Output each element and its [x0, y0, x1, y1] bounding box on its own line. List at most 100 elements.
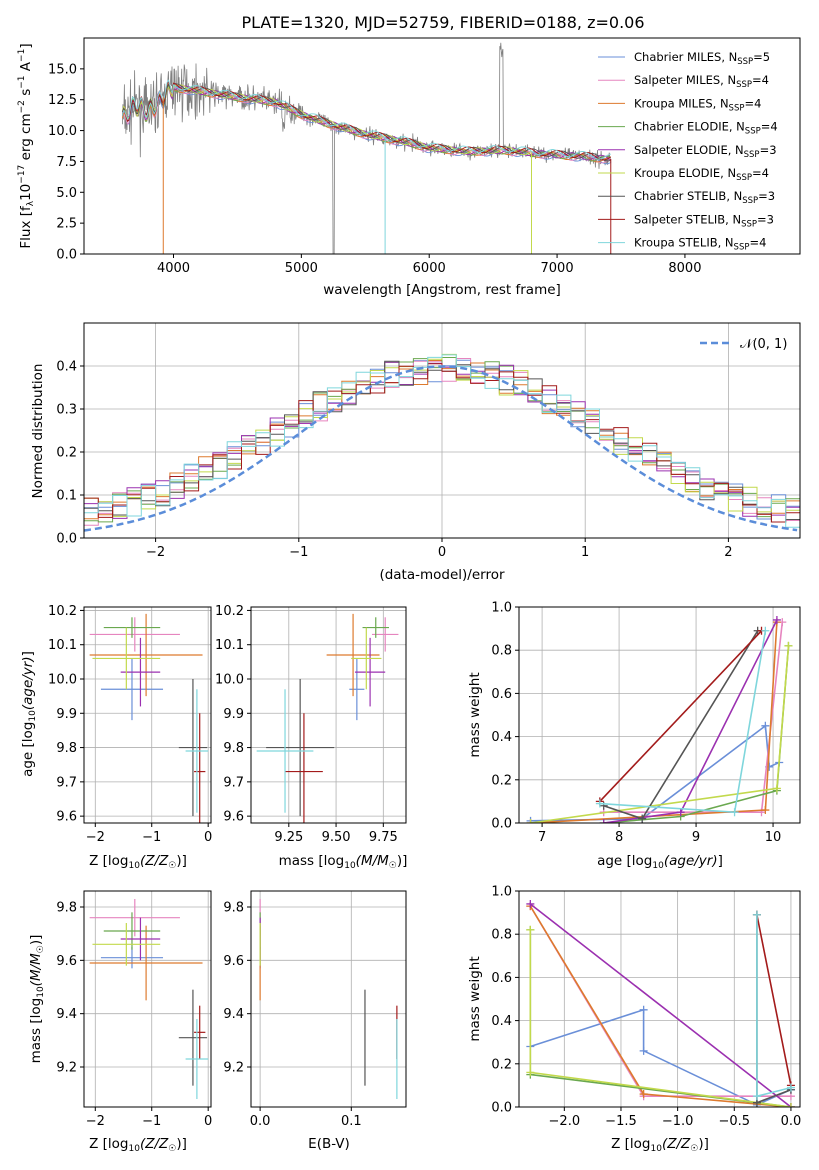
mass-age-ytick-label: 10.2: [215, 604, 244, 619]
sfh-age-ytick-label: 0.2: [491, 773, 512, 788]
sfh-z-marker: [639, 1005, 648, 1014]
sfh-age-marker: [761, 721, 770, 730]
spectrum-ylabel: Flux [fλ10−17 erg cm−2 s−1 A−1]: [17, 43, 36, 248]
legend-sub: SSP: [729, 103, 745, 113]
residual-hist-kroupa-stelib: [84, 354, 800, 528]
residual-ytick-label: 0.3: [56, 403, 77, 418]
legend-suffix: =4: [752, 166, 769, 180]
sfh-age-frame: [518, 606, 801, 824]
sfh-age-ytick-label: 0.4: [491, 730, 512, 745]
mass-age-ytick-label: 9.8: [223, 741, 244, 756]
spectrum-ytick-label: 0.0: [56, 248, 77, 263]
z-age-ytick-label: 9.9: [56, 707, 77, 722]
sfh-z-xtick-label: 0.0: [781, 1114, 802, 1129]
residual-ytick-label: 0.4: [56, 360, 77, 375]
legend-suffix: =4: [761, 120, 778, 134]
z-age-ylabel: age [log10(age/yr)]: [20, 651, 38, 777]
spectrum-ytick-label: 2.5: [56, 217, 77, 232]
z-age-ytick-label: 9.8: [56, 741, 77, 756]
spectrum-xlabel: wavelength [Angstrom, rest frame]: [323, 282, 561, 298]
legend-entry: Salpeter MILES, NSSP=4: [634, 73, 769, 90]
sfh-age-xtick-label: 8: [615, 830, 623, 845]
residual-xtick-label: 1: [581, 545, 589, 560]
mass-age-errorbars: [256, 613, 399, 823]
z-mass-xtick-label: −2: [86, 1114, 105, 1129]
legend-text: Kroupa MILES, N: [634, 96, 729, 110]
legend-suffix: =4: [749, 236, 766, 250]
legend-entry: Chabrier STELIB, NSSP=3: [634, 189, 775, 206]
sfh-age-ytick-label: 1.0: [491, 601, 512, 616]
spectrum-frame: [83, 37, 801, 255]
sfh-age-xtick-label: 10: [765, 830, 782, 845]
mass-age-xtick-label: 9.75: [369, 830, 398, 845]
z-age-frame: [83, 606, 212, 824]
legend-text: Kroupa STELIB, N: [634, 236, 734, 250]
legend-text: Kroupa ELODIE, N: [634, 166, 736, 180]
legend-text: Chabrier STELIB, N: [634, 189, 742, 203]
mass-age-ytick-label: 10.0: [215, 673, 244, 688]
z-age-xlabel: Z [log10(Z/Z☉)]: [89, 853, 187, 871]
z-age-ytick-label: 10.1: [48, 638, 77, 653]
sfh-z-marker: [752, 910, 761, 919]
z-age-errorbars: [89, 613, 209, 823]
spectrum-xtick-label: 6000: [413, 261, 446, 276]
residual-ytick-label: 0.2: [56, 446, 77, 461]
spectrum-xtick-label: 4000: [157, 261, 190, 276]
sfh-z-marker: [526, 1068, 535, 1077]
model-spectrum-salpeter-stelib: [121, 80, 612, 161]
legend-suffix: =4: [752, 73, 769, 87]
residual-hist-chabrier-elodie: [84, 357, 800, 523]
legend-entry: Kroupa ELODIE, NSSP=4: [634, 166, 769, 183]
sfh-z-marker: [526, 899, 535, 908]
z-mass-xlabel: Z [log10(Z/Z☉)]: [89, 1136, 187, 1154]
ebv-mass-ytick-label: 9.8: [223, 901, 244, 916]
legend-suffix: =3: [757, 212, 774, 226]
residual-histograms: [84, 353, 800, 532]
spectrum-xtick-label: 7000: [541, 261, 574, 276]
sfh-z-marker: [526, 925, 535, 934]
z-mass-ytick-label: 9.8: [56, 901, 77, 916]
sfh-age-marker: [761, 806, 770, 815]
legend-sub: SSP: [742, 196, 758, 206]
mass-age-ytick-label: 9.7: [223, 775, 244, 790]
sfh-age-marker: [599, 819, 608, 823]
legend-entry: Chabrier MILES, NSSP=5: [634, 50, 770, 67]
legend-sub: SSP: [736, 80, 752, 90]
sfh-z-xtick-label: −1.5: [605, 1114, 637, 1129]
legend-text: Salpeter STELIB, N: [634, 212, 741, 226]
ebv-mass-errorbars: [259, 899, 398, 1099]
sfh-age-ytick-label: 0.8: [491, 644, 512, 659]
residual-frame: [83, 322, 801, 539]
residual-xtick-label: −1: [289, 545, 308, 560]
mass-age-xtick-label: 9.25: [274, 830, 303, 845]
spectrum-legend: Chabrier MILES, NSSP=5 Salpeter MILES, NS…: [598, 50, 778, 253]
legend-sub: SSP: [737, 57, 753, 67]
figure-title: PLATE=1320, MJD=52759, FIBERID=0188, z=0…: [241, 13, 644, 32]
sfh-z-ytick-label: 0.8: [491, 928, 512, 943]
sfh-z-marker: [786, 1083, 795, 1092]
z-mass-panel: −2 −1 0 9.2 9.4 9.6 9.8 Z [log10(Z/Z☉)] mass […: [28, 890, 212, 1154]
sfh-age-xtick-label: 9: [692, 830, 700, 845]
legend-sub: SSP: [736, 173, 752, 183]
sfh-z-marker: [639, 1090, 648, 1099]
sfh-z-line-kroupa-elodie: [529, 929, 792, 1107]
sfh-z-ytick-label: 0.6: [491, 971, 512, 986]
residual-xlabel: (data-model)/error: [379, 567, 505, 583]
legend-entry: Salpeter ELODIE, NSSP=3: [634, 143, 777, 160]
spectrum-ytick-label: 15.0: [48, 62, 77, 77]
z-age-xtick-label: 0: [204, 830, 212, 845]
sfh-age-marker: [761, 626, 770, 635]
sfh-z-ytick-label: 0.2: [491, 1057, 512, 1072]
sfh-z-xtick-label: −2.0: [549, 1114, 581, 1129]
sfh-z-ytick-label: 0.4: [491, 1014, 512, 1029]
legend-sub: SSP: [734, 243, 750, 253]
z-age-xtick-label: −1: [142, 830, 161, 845]
ebv-mass-xtick-label: 0.1: [341, 1114, 362, 1129]
ebv-mass-panel: 0.0 0.1 9.2 9.4 9.6 9.8 E(B-V): [223, 890, 407, 1152]
sfh-age-ytick-label: 0.0: [491, 817, 512, 832]
z-mass-errorbars: [89, 899, 209, 1099]
legend-suffix: =5: [753, 50, 770, 64]
sfh-age-panel: 7 8 9 10 0.0 0.2 0.4 0.6 0.8 1.0 age [log10(age/y…: [467, 601, 801, 871]
sfh-age-ylabel: mass weight: [467, 672, 483, 757]
